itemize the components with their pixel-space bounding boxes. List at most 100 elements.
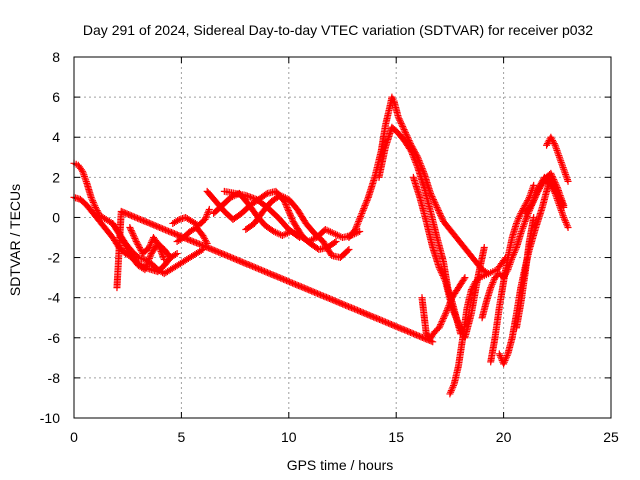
data-point-dense (447, 297, 455, 305)
data-point-dense (520, 219, 528, 227)
data-point-dense (171, 251, 179, 259)
data-point-dense (170, 230, 178, 238)
data-point-dense (531, 193, 539, 201)
data-point-dense (153, 222, 161, 230)
data-point-dense (557, 158, 565, 166)
data-point-dense (517, 228, 525, 236)
data-point-dense (412, 158, 420, 166)
data-point-dense (229, 254, 237, 262)
data-point-dense (277, 274, 285, 282)
data-point-dense (156, 223, 164, 231)
data-point-dense (317, 291, 325, 299)
data-point-dense (157, 224, 165, 232)
data-point-dense (559, 164, 567, 172)
data-point-dense (143, 259, 151, 267)
data-point-dense (345, 303, 353, 311)
data-point-dense (271, 228, 279, 236)
series-sat-n (446, 254, 510, 398)
data-point (534, 185, 542, 193)
data-point-dense (333, 231, 341, 239)
series-sat-s (487, 181, 538, 366)
x-tick-label: 0 (70, 429, 78, 445)
data-point-dense (348, 304, 356, 312)
data-point-dense (395, 115, 403, 123)
data-point-dense (350, 227, 358, 235)
series-sat-e (169, 205, 213, 229)
data-point-dense (410, 330, 418, 338)
data-point-dense (560, 215, 568, 223)
data-point-dense (554, 198, 562, 206)
data-point-dense (262, 190, 270, 198)
data-point-dense (91, 202, 99, 210)
data-point-dense (436, 210, 444, 218)
x-tick-labels: 0 5 10 15 20 25 (70, 429, 619, 445)
data-point-dense (195, 240, 203, 248)
data-point-dense (288, 214, 296, 222)
data-point-dense (399, 123, 407, 131)
data-point-dense (303, 285, 311, 293)
data-point-dense (126, 249, 134, 257)
data-point-dense (275, 274, 283, 282)
data-point (435, 324, 443, 332)
data-point-dense (550, 188, 558, 196)
y-tick-label: -4 (48, 290, 61, 306)
data-point-dense (169, 229, 177, 237)
data-point-dense (448, 385, 456, 393)
data-point-dense (188, 237, 196, 245)
data-point-dense (449, 383, 457, 391)
data-point-dense (272, 272, 280, 280)
data-point (199, 231, 207, 239)
data-point-dense (280, 231, 288, 239)
data-point-dense (294, 232, 302, 240)
data-point (132, 238, 140, 246)
data-point-dense (202, 212, 210, 220)
data-point-dense (330, 296, 338, 304)
data-point-dense (308, 287, 316, 295)
data-point (91, 203, 99, 211)
data-point-dense (131, 234, 139, 242)
data-point-dense (281, 194, 289, 202)
y-tick-label: 4 (52, 129, 60, 145)
data-point-dense (399, 325, 407, 333)
data-point-dense (438, 270, 446, 278)
data-point-dense (124, 246, 132, 254)
data-point-dense (280, 275, 288, 283)
x-tick-label: 5 (178, 429, 186, 445)
data-point-dense (129, 231, 137, 239)
data-point-dense (432, 202, 440, 210)
data-point-dense (203, 243, 211, 251)
data-point-dense (179, 233, 187, 241)
data-point (480, 244, 488, 252)
data-point-dense (420, 334, 428, 342)
data-point-dense (162, 226, 170, 234)
data-point-dense (356, 308, 364, 316)
data-point-dense (293, 281, 301, 289)
data-point-dense (549, 136, 557, 144)
data-point-dense (78, 166, 86, 174)
data-point-dense (221, 251, 229, 259)
data-point-dense (355, 217, 363, 225)
data-point-dense (500, 358, 508, 366)
data-point-dense (549, 185, 557, 193)
data-point-dense (256, 266, 264, 274)
data-point-dense (447, 387, 455, 395)
data-point-dense (336, 299, 344, 307)
data-points (70, 93, 572, 398)
data-point-dense (138, 216, 146, 224)
data-point-dense (374, 315, 382, 323)
data-point-dense (437, 268, 445, 276)
data-point-dense (342, 301, 350, 309)
series-sat-j (242, 191, 353, 262)
data-point-dense (557, 207, 565, 215)
data-point (560, 213, 568, 221)
data-point-dense (273, 229, 281, 237)
data-point-dense (119, 208, 127, 216)
data-point-dense (437, 319, 445, 327)
data-point-dense (447, 295, 455, 303)
data-point (521, 217, 529, 225)
data-point-dense (174, 216, 182, 224)
data-point (512, 219, 520, 227)
data-point (560, 165, 568, 173)
data-point-dense (358, 208, 366, 216)
data-point-dense (89, 198, 97, 206)
